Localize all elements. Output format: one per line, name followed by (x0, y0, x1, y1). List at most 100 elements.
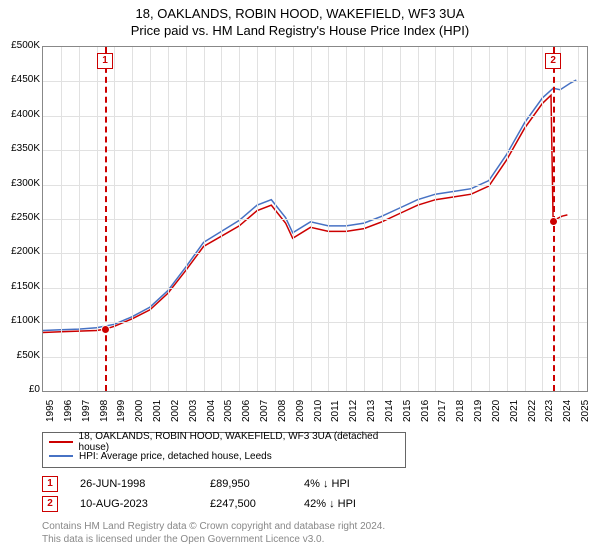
gridline-v (61, 47, 62, 391)
xtick-label: 2024 (562, 400, 573, 422)
gridline-v (453, 47, 454, 391)
xtick-label: 2000 (134, 400, 145, 422)
transaction-date-1: 26-JUN-1998 (80, 478, 210, 490)
gridline-v (525, 47, 526, 391)
xtick-label: 2017 (437, 400, 448, 422)
xtick-label: 2013 (366, 400, 377, 422)
gridline-v (204, 47, 205, 391)
legend-swatch-2 (49, 455, 73, 457)
legend-item-1: 18, OAKLANDS, ROBIN HOOD, WAKEFIELD, WF3… (43, 435, 405, 449)
marker-badge-2: 2 (545, 53, 561, 69)
xtick-label: 2016 (420, 400, 431, 422)
gridline-v (275, 47, 276, 391)
gridline-v (364, 47, 365, 391)
down-arrow-icon: ↓ (329, 498, 335, 510)
gridline-v (150, 47, 151, 391)
title-line-2: Price paid vs. HM Land Registry's House … (0, 23, 600, 38)
chart-plot-area: 12 (42, 46, 588, 392)
xtick-label: 2005 (223, 400, 234, 422)
gridline-v (132, 47, 133, 391)
xtick-label: 2023 (544, 400, 555, 422)
xtick-label: 2002 (170, 400, 181, 422)
gridline-v (186, 47, 187, 391)
gridline-h (43, 116, 587, 117)
transaction-row-1: 1 26-JUN-1998 £89,950 4% ↓ HPI (42, 474, 404, 494)
xtick-label: 2003 (188, 400, 199, 422)
gridline-h (43, 357, 587, 358)
ytick-label: £150K (0, 281, 40, 292)
ytick-label: £200K (0, 246, 40, 257)
marker-line-1 (105, 47, 107, 391)
transaction-date-2: 10-AUG-2023 (80, 498, 210, 510)
gridline-v (239, 47, 240, 391)
xtick-label: 1995 (45, 400, 56, 422)
xtick-label: 1997 (81, 400, 92, 422)
xtick-label: 2022 (527, 400, 538, 422)
gridline-v (507, 47, 508, 391)
gridline-v (400, 47, 401, 391)
gridline-v (97, 47, 98, 391)
marker-badge-1: 1 (97, 53, 113, 69)
xtick-label: 2014 (384, 400, 395, 422)
marker-point-2 (549, 217, 558, 226)
gridline-v (311, 47, 312, 391)
gridline-v (257, 47, 258, 391)
gridline-v (346, 47, 347, 391)
xtick-label: 2020 (491, 400, 502, 422)
gridline-v (435, 47, 436, 391)
gridline-v (221, 47, 222, 391)
xtick-label: 2015 (402, 400, 413, 422)
xtick-label: 1999 (116, 400, 127, 422)
gridline-v (293, 47, 294, 391)
xtick-label: 2006 (241, 400, 252, 422)
gridline-v (418, 47, 419, 391)
gridline-h (43, 185, 587, 186)
transaction-price-1: £89,950 (210, 478, 304, 490)
ytick-label: £100K (0, 315, 40, 326)
ytick-label: £350K (0, 143, 40, 154)
gridline-h (43, 219, 587, 220)
xtick-label: 2009 (295, 400, 306, 422)
ytick-label: £0 (0, 384, 40, 395)
legend-box: 18, OAKLANDS, ROBIN HOOD, WAKEFIELD, WF3… (42, 432, 406, 468)
xtick-label: 2001 (152, 400, 163, 422)
gridline-v (114, 47, 115, 391)
gridline-v (382, 47, 383, 391)
transaction-row-2: 2 10-AUG-2023 £247,500 42% ↓ HPI (42, 494, 404, 514)
gridline-v (328, 47, 329, 391)
gridline-v (168, 47, 169, 391)
transaction-pct-2: 42% ↓ HPI (304, 498, 404, 510)
gridline-v (471, 47, 472, 391)
gridline-v (578, 47, 579, 391)
ytick-label: £250K (0, 212, 40, 223)
gridline-v (79, 47, 80, 391)
gridline-v (542, 47, 543, 391)
xtick-label: 1998 (99, 400, 110, 422)
ytick-label: £300K (0, 178, 40, 189)
transaction-badge-1: 1 (42, 476, 58, 492)
legend-label-2: HPI: Average price, detached house, Leed… (79, 451, 272, 462)
xtick-label: 2012 (348, 400, 359, 422)
xtick-label: 2004 (206, 400, 217, 422)
ytick-label: £500K (0, 40, 40, 51)
gridline-h (43, 288, 587, 289)
ytick-label: £450K (0, 74, 40, 85)
xtick-label: 2019 (473, 400, 484, 422)
legend-swatch-1 (49, 441, 73, 443)
xtick-label: 2018 (455, 400, 466, 422)
gridline-h (43, 253, 587, 254)
xtick-label: 2008 (277, 400, 288, 422)
gridline-v (489, 47, 490, 391)
transaction-rows: 1 26-JUN-1998 £89,950 4% ↓ HPI 2 10-AUG-… (42, 474, 404, 514)
chart-container: 18, OAKLANDS, ROBIN HOOD, WAKEFIELD, WF3… (0, 0, 600, 560)
transaction-price-2: £247,500 (210, 498, 304, 510)
attribution-line-1: Contains HM Land Registry data © Crown c… (42, 520, 385, 533)
xtick-label: 1996 (63, 400, 74, 422)
title-block: 18, OAKLANDS, ROBIN HOOD, WAKEFIELD, WF3… (0, 0, 600, 38)
transaction-pct-1: 4% ↓ HPI (304, 478, 404, 490)
attribution-line-2: This data is licensed under the Open Gov… (42, 533, 385, 546)
ytick-label: £400K (0, 109, 40, 120)
gridline-h (43, 81, 587, 82)
attribution-text: Contains HM Land Registry data © Crown c… (42, 520, 385, 546)
gridline-h (43, 322, 587, 323)
